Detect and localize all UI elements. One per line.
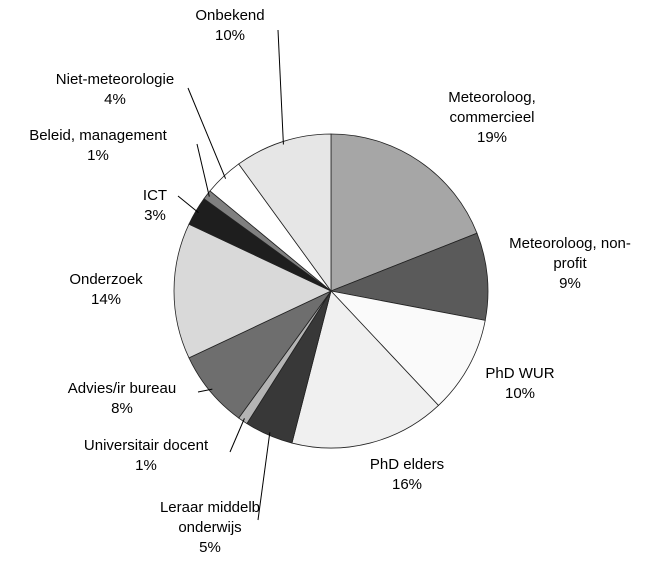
- category-name: Niet-meteorologie: [55, 71, 175, 88]
- slice-label: ICT 3%: [125, 186, 185, 226]
- slice-label: Advies/ir bureau 8%: [42, 379, 202, 419]
- category-name: Beleid, management: [29, 127, 167, 144]
- leader-line: [229, 418, 245, 453]
- pie-slice: [291, 290, 440, 449]
- value-label: 4%: [104, 91, 126, 108]
- slice-label: Meteoroloog, commercieel 19%: [432, 88, 552, 148]
- value-label: 19%: [476, 129, 508, 146]
- value-label: 1%: [135, 457, 157, 474]
- leader-line: [196, 143, 210, 197]
- slice-label: PhD WUR 10%: [460, 364, 580, 404]
- leader-line: [187, 87, 227, 179]
- slice-label: Meteoroloog, non-profit 9%: [498, 234, 643, 294]
- category-name: Meteoroloog, commercieel: [448, 89, 536, 126]
- category-name: Advies/ir bureau: [67, 380, 177, 397]
- slice-label: Universitair docent 1%: [56, 436, 236, 476]
- value-label: 16%: [391, 476, 423, 493]
- leader-line: [257, 432, 271, 521]
- value-label: 8%: [111, 400, 133, 417]
- slice-label: Onderzoek 14%: [46, 270, 166, 310]
- category-name: Meteoroloog, non-profit: [509, 235, 631, 272]
- category-name: PhD WUR: [485, 365, 555, 382]
- pie-slice: [238, 133, 332, 293]
- category-name: Onderzoek: [69, 271, 143, 288]
- leader-line: [177, 195, 199, 213]
- value-label: 1%: [87, 147, 109, 164]
- category-name: Leraar middelb onderwijs: [159, 499, 261, 536]
- pie-slice: [330, 133, 478, 292]
- value-label: 3%: [144, 207, 166, 224]
- pie-slice: [329, 232, 489, 321]
- category-name: Onbekend: [195, 7, 265, 24]
- leader-line: [277, 29, 284, 145]
- slice-label: Leraar middelb onderwijs 5%: [150, 498, 270, 558]
- pie-slice: [329, 290, 486, 407]
- slice-label: PhD elders 16%: [347, 455, 467, 495]
- value-label: 10%: [504, 385, 536, 402]
- value-label: 9%: [559, 275, 581, 292]
- value-label: 10%: [214, 27, 246, 44]
- pie-slice: [173, 223, 332, 359]
- slice-label: Beleid, management 1%: [0, 126, 198, 166]
- value-label: 5%: [199, 539, 221, 556]
- slice-label: Niet-meteorologie 4%: [25, 70, 205, 110]
- value-label: 14%: [90, 291, 122, 308]
- slice-label: Onbekend 10%: [170, 6, 290, 46]
- category-name: PhD elders: [369, 456, 445, 473]
- category-name: Universitair docent: [83, 437, 209, 454]
- leader-line: [197, 388, 213, 393]
- category-name: ICT: [142, 187, 168, 204]
